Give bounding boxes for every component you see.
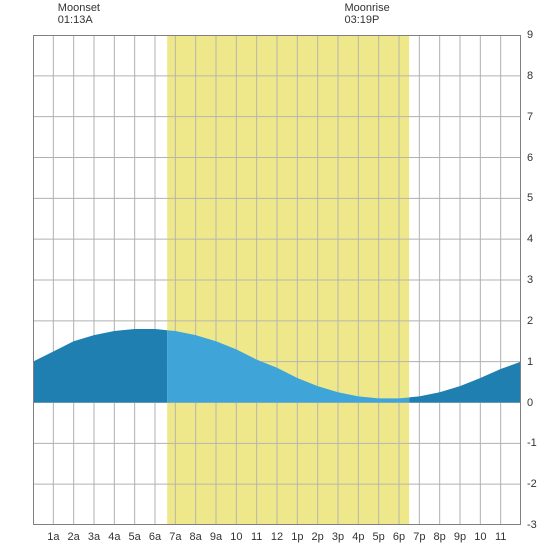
x-tick-label: 9p [454,531,466,543]
x-tick-label: 6p [393,531,405,543]
y-tick-label: -2 [527,478,537,490]
y-tick-label: 8 [527,70,533,82]
moonrise-label: Moonrise 03:19P [345,2,390,26]
y-tick-label: 1 [527,356,533,368]
moonset-time: 01:13A [58,14,100,26]
x-tick-label: 5p [373,531,385,543]
moonrise-time: 03:19P [345,14,390,26]
y-tick-label: 9 [527,29,533,41]
y-tick-label: 3 [527,274,533,286]
y-tick-label: 7 [527,111,533,123]
y-tick-label: -1 [527,437,537,449]
x-tick-label: 1a [47,531,59,543]
x-tick-label: 3p [332,531,344,543]
x-tick-label: 1p [291,531,303,543]
y-tick-label: 4 [527,233,533,245]
y-tick-label: 6 [527,152,533,164]
x-tick-label: 6a [149,531,161,543]
x-tick-label: 2p [312,531,324,543]
x-tick-label: 7p [413,531,425,543]
x-tick-label: 11 [251,531,262,543]
x-tick-label: 9a [210,531,222,543]
tide-chart: Moonset 01:13A Moonrise 03:19P 1a 2a 3a 4a 5… [0,0,550,550]
x-tick-label: 7a [169,531,181,543]
x-tick-label: 3a [88,531,100,543]
y-tick-label: 0 [527,397,533,409]
x-tick-label: 10 [230,531,242,543]
y-tick-label: 2 [527,315,533,327]
y-tick-label: -3 [527,519,537,531]
x-tick-label: 11 [495,531,506,543]
x-tick-label: 8p [434,531,446,543]
x-tick-label: 4p [352,531,364,543]
moonrise-title: Moonrise [345,2,390,14]
plot-svg [33,35,521,525]
moonset-label: Moonset 01:13A [58,2,100,26]
moonset-title: Moonset [58,2,100,14]
x-tick-label: 4a [108,531,120,543]
x-tick-label: 12 [271,531,283,543]
x-tick-label: 8a [190,531,202,543]
plot-area [33,35,521,525]
y-tick-label: 5 [527,192,533,204]
x-tick-label: 10 [474,531,486,543]
x-tick-label: 5a [129,531,141,543]
x-tick-label: 2a [68,531,80,543]
